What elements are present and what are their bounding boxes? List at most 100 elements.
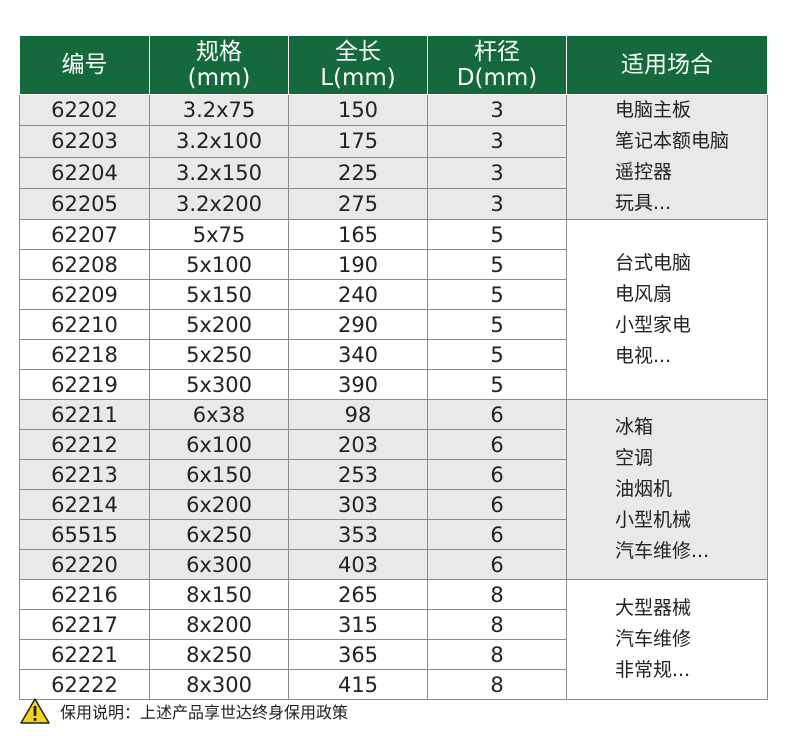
spec-cell: 6x300: [149, 549, 289, 580]
header-diameter: 杆径 D(mm): [427, 35, 567, 95]
usage-item: 遥控器: [615, 161, 673, 183]
table-row: 62213 6x150 253 6: [19, 459, 768, 490]
diameter-cell: 3: [427, 187, 567, 221]
table-row: 62214 6x200 303 6: [19, 489, 768, 520]
diameter-cell: 6: [427, 459, 567, 490]
usage-item: 玩具...: [615, 192, 672, 214]
table-row: 62204 3.2x150 225 3: [19, 156, 768, 189]
warranty-text: 保用说明：上述产品享世达终身保用政策: [60, 703, 349, 722]
spec-cell: 6x100: [149, 429, 289, 460]
length-cell: 190: [288, 249, 428, 280]
spec-cell: 3.2x200: [149, 187, 289, 221]
header-spec: 规格 (mm): [149, 35, 289, 95]
header-length: 全长 L(mm): [288, 35, 428, 95]
spec-body: 62202 3.2x75 150 3 电脑主板 笔记本额电脑 遥控器 玩具... 62203 3.…: [19, 93, 768, 700]
usage-item: 电风扇: [615, 282, 673, 305]
header-diameter-label: 杆径: [474, 39, 520, 65]
code-cell: 62213: [19, 459, 150, 490]
diameter-cell: 6: [427, 549, 567, 580]
table-row: 62207 5x75 165 5 台式电脑 电风扇 小型家电 电视...: [19, 219, 768, 400]
length-cell: 403: [288, 549, 428, 580]
diameter-cell: 5: [427, 309, 567, 340]
diameter-cell: 5: [427, 249, 567, 280]
header-usage-label: 适用场合: [621, 52, 713, 78]
header-spec-unit: (mm): [187, 65, 251, 91]
table-row: 62216 8x150 265 8 大型器械 汽车维修 非常规...: [19, 579, 768, 700]
header-code-label: 编号: [61, 52, 108, 78]
warning-triangle-icon: [20, 698, 50, 724]
spec-cell: 6x150: [149, 459, 289, 490]
usage-item: 非常规...: [615, 659, 691, 681]
code-cell: 65515: [19, 519, 150, 550]
diameter-cell: 6: [427, 399, 567, 430]
code-cell: 62222: [19, 669, 150, 700]
spec-cell: 5x300: [149, 369, 289, 400]
spec-cell: 8x150: [149, 579, 289, 610]
diameter-cell: 5: [427, 279, 567, 310]
diameter-cell: 6: [427, 519, 567, 550]
code-cell: 62209: [19, 279, 150, 310]
diameter-cell: 8: [427, 609, 567, 640]
code-cell: 62217: [19, 609, 150, 640]
usage-cell: 大型器械 汽车维修 非常规...: [566, 579, 768, 700]
length-cell: 150: [288, 93, 428, 127]
spec-table: 编号 规格 (mm) 全长 L(mm) 杆径 D(mm) 适用场合 62202 3.2x…: [19, 35, 768, 700]
spec-cell: 6x250: [149, 519, 289, 550]
diameter-cell: 3: [427, 156, 567, 189]
diameter-cell: 8: [427, 669, 567, 700]
table-row: 62203 3.2x100 175 3: [19, 125, 768, 158]
diameter-cell: 6: [427, 429, 567, 460]
length-cell: 253: [288, 459, 428, 490]
table-row: 62220 6x300 403 6: [19, 549, 768, 580]
usage-item: 汽车维修: [615, 628, 692, 650]
usage-item: 汽车维修...: [615, 540, 710, 562]
spec-cell: 3.2x75: [149, 93, 289, 127]
code-cell: 62208: [19, 249, 150, 280]
code-cell: 62204: [19, 156, 150, 189]
diameter-cell: 5: [427, 219, 567, 250]
table-row: 62212 6x100 203 6: [19, 429, 768, 460]
diameter-cell: 5: [427, 339, 567, 370]
usage-item: 电脑主板: [615, 99, 692, 121]
length-cell: 225: [288, 156, 428, 189]
code-cell: 62219: [19, 369, 150, 400]
length-cell: 315: [288, 609, 428, 640]
length-cell: 303: [288, 489, 428, 520]
diameter-cell: 8: [427, 579, 567, 610]
code-cell: 62218: [19, 339, 150, 370]
table-row: 62210 5x200 290 5: [19, 309, 768, 340]
usage-item: 油烟机: [615, 478, 673, 500]
code-cell: 62207: [19, 219, 150, 250]
length-cell: 265: [288, 579, 428, 610]
spec-cell: 8x200: [149, 609, 289, 640]
spec-cell: 5x250: [149, 339, 289, 370]
diameter-cell: 8: [427, 639, 567, 670]
header-spec-label: 规格: [196, 39, 242, 65]
length-cell: 365: [288, 639, 428, 670]
diameter-cell: 5: [427, 369, 567, 400]
code-cell: 62205: [19, 187, 150, 221]
usage-cell: 台式电脑 电风扇 小型家电 电视...: [566, 219, 768, 400]
code-cell: 62221: [19, 639, 150, 670]
spec-cell: 3.2x100: [149, 125, 289, 158]
diameter-cell: 3: [427, 125, 567, 158]
code-cell: 62212: [19, 429, 150, 460]
length-cell: 275: [288, 187, 428, 221]
header-code: 编号: [19, 35, 150, 95]
code-cell: 62220: [19, 549, 150, 580]
code-cell: 62202: [19, 93, 150, 127]
spec-cell: 6x38: [149, 399, 289, 430]
table-row: 62208 5x100 190 5: [19, 249, 768, 280]
header-diameter-unit: D(mm): [456, 65, 538, 91]
usage-item: 笔记本额电脑: [615, 130, 730, 152]
diameter-cell: 6: [427, 489, 567, 520]
table-row: 62221 8x250 365 8: [19, 639, 768, 670]
spec-cell: 3.2x150: [149, 156, 289, 189]
warranty-note: 保用说明：上述产品享世达终身保用政策: [20, 697, 348, 725]
table-row: 62205 3.2x200 275 3: [19, 187, 768, 221]
spec-cell: 5x100: [149, 249, 289, 280]
length-cell: 203: [288, 429, 428, 460]
header-usage: 适用场合: [566, 35, 768, 95]
spec-cell: 8x250: [149, 639, 289, 670]
length-cell: 415: [288, 669, 428, 700]
